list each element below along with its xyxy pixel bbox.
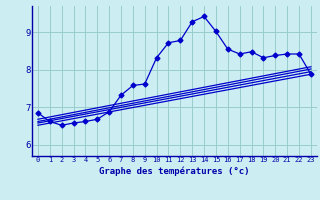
X-axis label: Graphe des températures (°c): Graphe des températures (°c) <box>99 166 250 176</box>
